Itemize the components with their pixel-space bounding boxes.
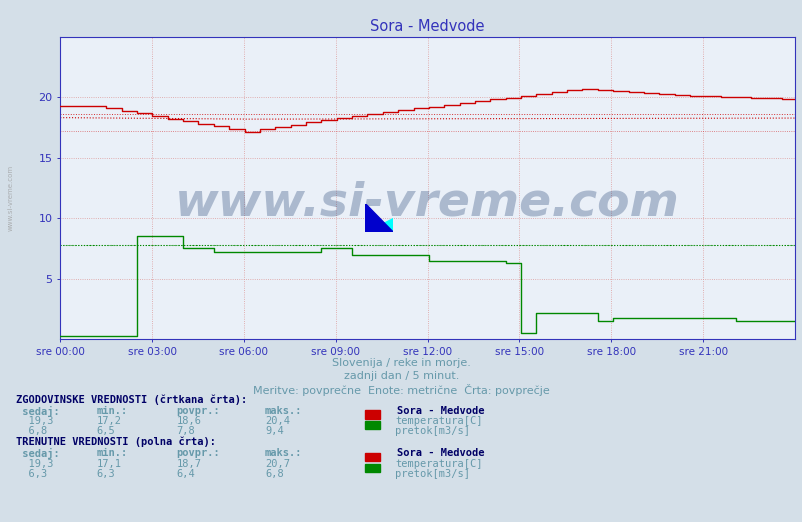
Text: sedaj:: sedaj: (16, 406, 59, 417)
Text: 9,4: 9,4 (265, 426, 283, 436)
Text: 6,5: 6,5 (96, 426, 115, 436)
Text: zadnji dan / 5 minut.: zadnji dan / 5 minut. (343, 371, 459, 381)
Text: maks.:: maks.: (265, 406, 302, 416)
Text: 6,8: 6,8 (265, 469, 283, 479)
Text: 19,3: 19,3 (16, 416, 54, 426)
Text: ZGODOVINSKE VREDNOSTI (črtkana črta):: ZGODOVINSKE VREDNOSTI (črtkana črta): (16, 394, 247, 405)
Text: 18,6: 18,6 (176, 416, 201, 426)
Title: Sora - Medvode: Sora - Medvode (370, 19, 484, 34)
Text: 7,8: 7,8 (176, 426, 195, 436)
Polygon shape (365, 204, 393, 232)
Text: 17,1: 17,1 (96, 459, 121, 469)
Text: Sora - Medvode: Sora - Medvode (397, 406, 484, 416)
Text: 20,4: 20,4 (265, 416, 290, 426)
Text: maks.:: maks.: (265, 448, 302, 458)
Text: TRENUTNE VREDNOSTI (polna črta):: TRENUTNE VREDNOSTI (polna črta): (16, 437, 216, 447)
Text: min.:: min.: (96, 406, 128, 416)
Text: povpr.:: povpr.: (176, 406, 220, 416)
Text: www.si-vreme.com: www.si-vreme.com (7, 165, 14, 231)
Text: Slovenija / reke in morje.: Slovenija / reke in morje. (332, 358, 470, 367)
Text: pretok[m3/s]: pretok[m3/s] (395, 469, 469, 479)
Text: 20,7: 20,7 (265, 459, 290, 469)
Text: 17,2: 17,2 (96, 416, 121, 426)
Text: Sora - Medvode: Sora - Medvode (397, 448, 484, 458)
Text: temperatura[C]: temperatura[C] (395, 459, 482, 469)
Text: pretok[m3/s]: pretok[m3/s] (395, 426, 469, 436)
Text: 6,3: 6,3 (16, 469, 47, 479)
Text: 19,3: 19,3 (16, 459, 54, 469)
Polygon shape (365, 218, 393, 232)
Text: 18,7: 18,7 (176, 459, 201, 469)
Text: temperatura[C]: temperatura[C] (395, 416, 482, 426)
Text: 6,8: 6,8 (16, 426, 47, 436)
Text: povpr.:: povpr.: (176, 448, 220, 458)
Text: www.si-vreme.com: www.si-vreme.com (175, 181, 679, 226)
Text: 6,3: 6,3 (96, 469, 115, 479)
Text: 6,4: 6,4 (176, 469, 195, 479)
Text: Meritve: povprečne  Enote: metrične  Črta: povprečje: Meritve: povprečne Enote: metrične Črta:… (253, 384, 549, 396)
Text: sedaj:: sedaj: (16, 448, 59, 459)
Text: min.:: min.: (96, 448, 128, 458)
